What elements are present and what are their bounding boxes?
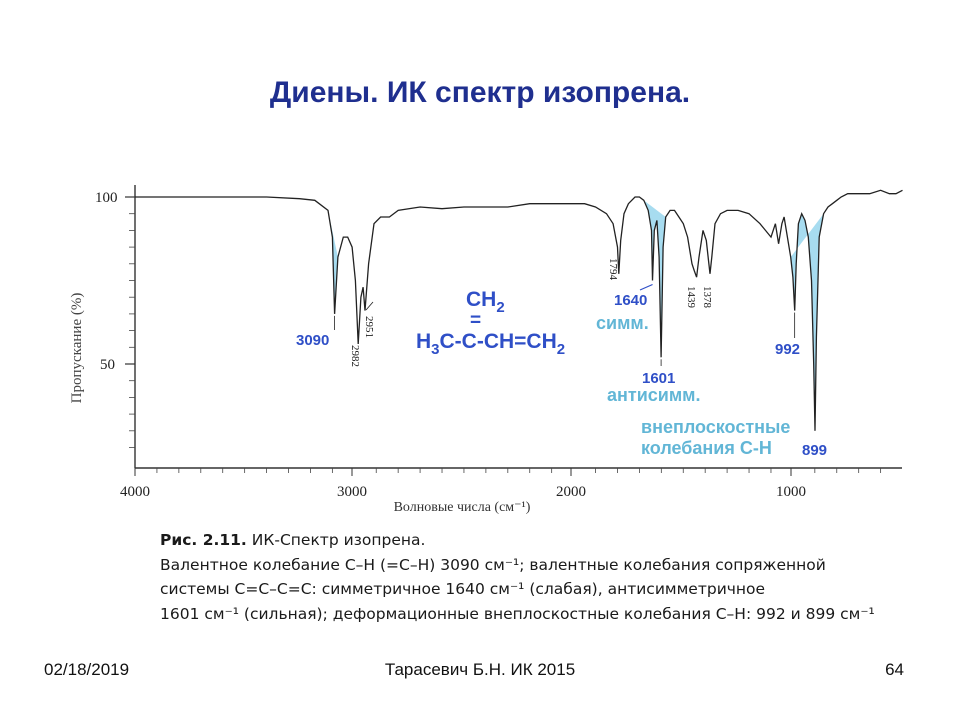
peak-label-1601: 1601 <box>642 370 675 387</box>
footer-author: Тарасевич Б.Н. ИК 2015 <box>384 660 576 679</box>
peak-label-2951: 2951 <box>363 316 375 338</box>
figure-caption: Рис. 2.11. ИК-Спектр изопрена. Валентное… <box>160 528 920 626</box>
caption-line-2: системы С=С–С=С: симметричное 1640 см⁻¹ … <box>160 580 766 598</box>
peak-label-1439: 1439 <box>685 286 697 309</box>
annotation-symm: симм. <box>596 313 649 333</box>
footer-date: 02/18/2019 <box>44 660 130 679</box>
footer-page-number: 64 <box>885 660 904 679</box>
structure-top-group: CH2 <box>466 288 505 316</box>
leader-1640 <box>639 283 653 291</box>
peak-label-1794: 1794 <box>607 258 619 281</box>
annotation-oop-line2: колебания С-Н <box>641 438 772 458</box>
peak-label-2982: 2982 <box>349 345 361 367</box>
x-tick-label-1000: 1000 <box>776 484 806 500</box>
caption-fig-title: ИК-Спектр изопрена. <box>246 531 426 549</box>
x-tick-label-4000: 4000 <box>120 484 150 500</box>
annotation-antisymm: антисимм. <box>607 385 700 405</box>
spectrum-line <box>135 189 903 431</box>
annotation-oop-line1: внеплоскостные <box>641 417 790 437</box>
shaded-band-3090 <box>328 210 338 314</box>
slide-title: Диены. ИК спектр изопрена. <box>269 76 691 109</box>
x-tick-label-3000: 3000 <box>337 484 367 500</box>
caption-line-1: Валентное колебание С–Н (=С–Н) 3090 см⁻¹… <box>160 555 826 574</box>
leader-2951 <box>365 301 374 311</box>
peak-label-992: 992 <box>775 341 800 358</box>
x-tick-label-2000: 2000 <box>556 484 586 500</box>
x-axis-title: Волновые числа (см⁻¹) <box>394 500 531 515</box>
y-axis-minor-ticks <box>129 213 135 448</box>
peak-label-1640: 1640 <box>614 292 647 309</box>
caption-fig-label: Рис. 2.11. <box>160 531 247 549</box>
peak-label-899: 899 <box>802 442 827 459</box>
y-axis-title: Пропускание (%) <box>69 293 85 404</box>
peak-label-1378: 1378 <box>701 286 713 309</box>
caption-line-3: 1601 см⁻¹ (сильная); деформационные внеп… <box>160 604 875 623</box>
x-axis-minor-ticks <box>156 468 882 473</box>
isoprene-structure: CH2 = H3C-C-CH=CH2 <box>416 288 565 358</box>
y-tick-label-50: 50 <box>100 357 115 373</box>
y-tick-label-100: 100 <box>95 190 118 206</box>
peak-label-3090: 3090 <box>296 332 329 349</box>
caption-title-line: Рис. 2.11. ИК-Спектр изопрена. <box>160 528 920 553</box>
structure-main-chain: H3C-C-CH=CH2 <box>416 330 565 358</box>
structure-double-bond: = <box>470 310 481 331</box>
